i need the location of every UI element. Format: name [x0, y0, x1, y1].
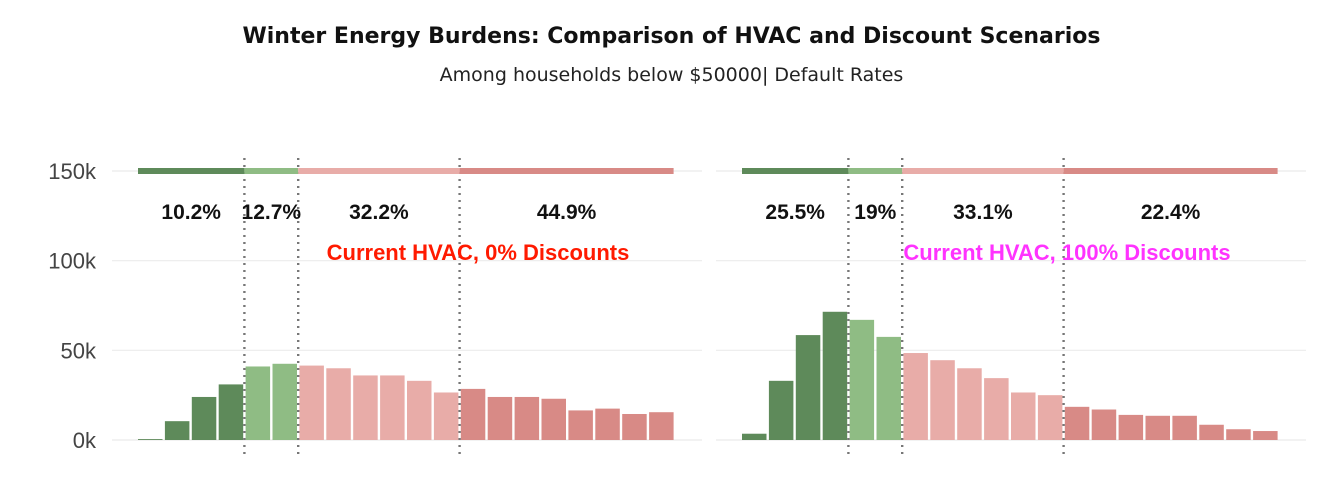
histogram-bar: [768, 380, 794, 440]
histogram-bar: [1145, 415, 1170, 440]
histogram-bar: [272, 363, 297, 440]
histogram-bar: [1172, 415, 1197, 440]
panel-hvac-0-discount: 10.2% 12.7% 32.2% 44.9% Current HVAC, 0% Dis…: [112, 158, 702, 458]
histogram-bar: [742, 433, 767, 440]
y-tick-label: 50k: [61, 338, 97, 363]
segment-percent-label: 10.2%: [161, 201, 221, 224]
segment-percent-label: 44.9%: [537, 201, 597, 224]
histogram-bar: [460, 388, 486, 440]
histogram-bar: [138, 439, 163, 440]
histogram-bar: [984, 378, 1009, 440]
chart-subtitle: Among households below $50000| Default R…: [439, 64, 904, 86]
histogram-bar: [622, 413, 647, 440]
histogram-bar: [433, 392, 459, 440]
histogram-bar: [957, 368, 982, 440]
segment-percent-label: 19%: [854, 201, 896, 224]
y-tick-label: 0k: [73, 428, 97, 453]
histogram-bar: [595, 408, 620, 440]
histogram-bar: [568, 410, 593, 440]
histogram-bar: [1011, 392, 1036, 440]
histogram-bar: [822, 311, 848, 440]
y-tick-label: 100k: [48, 249, 97, 274]
histogram-bar: [795, 335, 821, 440]
scenario-title: Current HVAC, 0% Discounts: [327, 240, 630, 265]
histogram-bar: [514, 396, 540, 440]
panel-hvac-100-discount: 25.5% 19% 33.1% 22.4% Current HVAC, 100% Dis…: [716, 158, 1306, 458]
chart-title: Winter Energy Burdens: Comparison of HVA…: [242, 24, 1101, 49]
histogram-bar: [649, 412, 674, 440]
histogram-bar: [299, 365, 324, 440]
histogram-bar: [353, 375, 378, 440]
histogram-bar: [541, 398, 566, 440]
segment-strip: [298, 168, 460, 174]
histogram-bar: [1199, 424, 1224, 440]
histogram-bar: [876, 336, 901, 440]
segment-percent-label: 33.1%: [953, 201, 1013, 224]
histogram-bar: [903, 353, 928, 440]
segment-percent-label: 22.4%: [1141, 201, 1201, 224]
segment-strip: [459, 168, 674, 174]
histogram-bar: [1064, 406, 1090, 440]
segment-strip: [902, 168, 1064, 174]
histogram-bar: [164, 421, 190, 440]
histogram-bar: [1037, 395, 1063, 440]
histogram-bar: [1253, 431, 1278, 440]
y-tick-label: 150k: [48, 159, 97, 184]
segment-strip: [742, 168, 849, 174]
histogram-bar: [930, 360, 955, 440]
histogram-bar: [326, 368, 351, 440]
histogram-bar: [218, 384, 244, 440]
segment-strip: [244, 168, 299, 174]
segment-percent-label: 25.5%: [765, 201, 825, 224]
histogram-bar: [1226, 429, 1251, 440]
histogram-bar: [380, 375, 405, 440]
histogram-bar: [1091, 409, 1117, 440]
segment-strip: [848, 168, 903, 174]
histogram-bar: [1118, 414, 1144, 440]
y-axis: 0k 50k 100k 150k: [48, 159, 97, 453]
histogram-bar: [191, 396, 217, 440]
histogram-bar: [407, 380, 432, 440]
scenario-title: Current HVAC, 100% Discounts: [903, 240, 1230, 265]
segment-strip: [138, 168, 245, 174]
histogram-bar: [487, 396, 513, 440]
segment-percent-label: 32.2%: [349, 201, 409, 224]
segment-strip: [1063, 168, 1278, 174]
segment-percent-label: 12.7%: [242, 201, 302, 224]
histogram-bar: [245, 366, 271, 440]
histogram-bar: [849, 319, 875, 440]
